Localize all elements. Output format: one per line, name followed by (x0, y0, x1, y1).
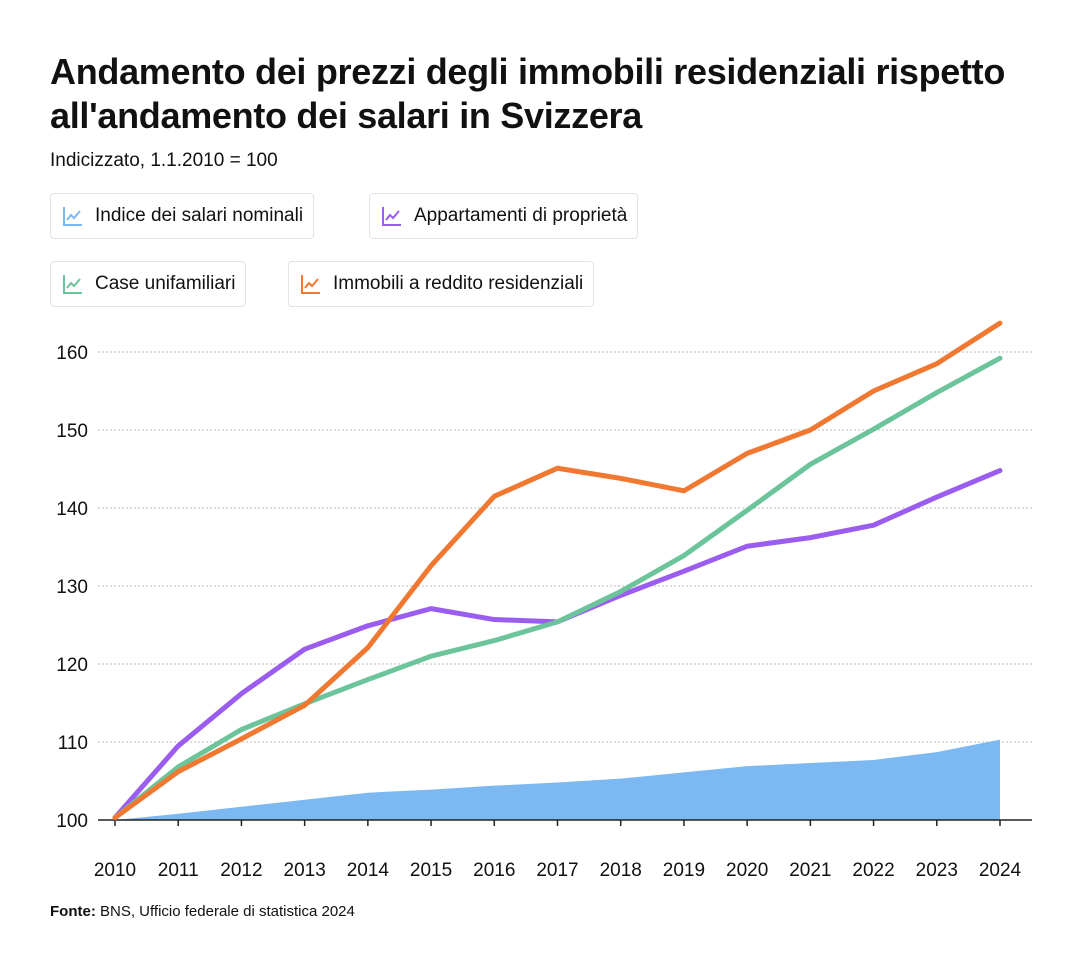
line-series-case (112, 355, 1003, 821)
y-tick-label: 110 (58, 733, 88, 754)
chart-subtitle: Indicizzato, 1.1.2010 = 100 (50, 150, 278, 171)
source-label: Fonte: (50, 903, 96, 920)
x-tick-label: 2016 (473, 860, 515, 881)
legend-label: Appartamenti di proprietà (414, 205, 628, 226)
line-chart-icon (301, 275, 320, 294)
x-tick-label: 2013 (284, 860, 326, 881)
legend-item-immobili[interactable]: Immobili a reddito residenziali (288, 261, 595, 307)
x-tick-label: 2014 (347, 860, 390, 881)
line-chart-icon (382, 207, 401, 226)
line-chart-icon (63, 275, 82, 294)
x-tick-label: 2017 (536, 860, 578, 881)
legend-label: Immobili a reddito residenziali (333, 273, 584, 294)
legend-item-case[interactable]: Case unifamiliari (50, 261, 247, 307)
x-tick-label: 2021 (789, 860, 831, 881)
x-tick-label: 2024 (979, 860, 1022, 881)
y-tick-label: 120 (56, 655, 88, 676)
source-note: Fonte: BNS, Ufficio federale di statisti… (50, 903, 355, 920)
x-tick-label: 2022 (852, 860, 894, 881)
x-tick-label: 2011 (158, 860, 199, 881)
x-tick-label: 2020 (726, 860, 768, 881)
x-tick-label: 2015 (410, 860, 452, 881)
y-tick-label: 130 (56, 577, 88, 598)
chart-title: Andamento dei prezzi degli immobili resi… (50, 51, 1006, 136)
legend-item-appartamenti[interactable]: Appartamenti di proprietà (369, 193, 639, 239)
source-text: BNS, Ufficio federale di statistica 2024 (100, 903, 355, 920)
x-tick-label: 2010 (94, 860, 136, 881)
legend-label: Case unifamiliari (95, 273, 236, 294)
x-tick-label: 2023 (916, 860, 958, 881)
line-series-immobili (112, 320, 1003, 821)
y-tick-label: 150 (56, 421, 88, 442)
line-chart-icon (63, 207, 82, 226)
legend-item-salari[interactable]: Indice dei salari nominali (50, 193, 315, 239)
x-tick-label: 2019 (663, 860, 705, 881)
x-tick-label: 2018 (600, 860, 642, 881)
y-tick-label: 160 (56, 343, 88, 364)
y-tick-label: 100 (56, 811, 88, 832)
area-series-salari (115, 739, 1000, 820)
x-tick-label: 2012 (220, 860, 262, 881)
legend-label: Indice dei salari nominali (95, 205, 304, 226)
y-tick-label: 140 (56, 499, 88, 520)
